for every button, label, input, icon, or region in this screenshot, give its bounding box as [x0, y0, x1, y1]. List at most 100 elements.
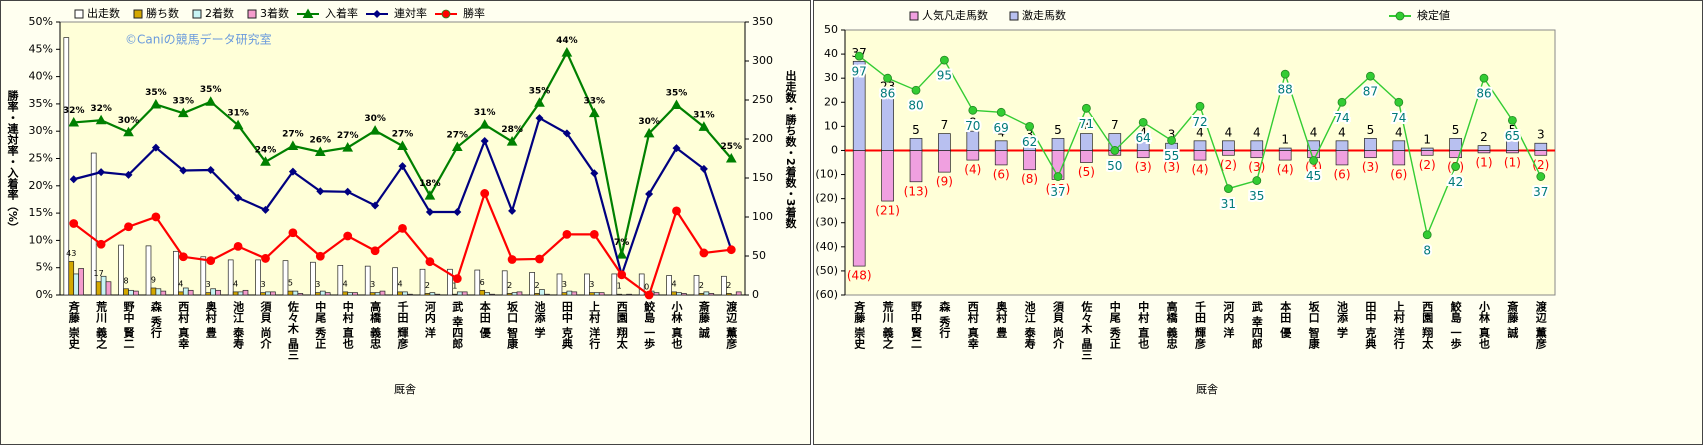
data-label: 35%	[200, 85, 222, 95]
x-tick-label: 奥村 豊	[204, 300, 218, 338]
x-tick-label: 本田 優	[478, 300, 492, 339]
bar	[484, 292, 490, 296]
x-tick-label: 西村 真幸	[177, 301, 190, 350]
bar	[693, 275, 700, 296]
data-label: 35	[1249, 189, 1264, 203]
bar	[1335, 150, 1349, 166]
bar	[852, 60, 866, 151]
data-label: (13)	[904, 184, 929, 198]
bar	[598, 292, 605, 296]
bar	[292, 290, 299, 296]
line-marker	[451, 141, 463, 152]
y-tick-label: 0	[831, 143, 838, 156]
y2-tick-label: 0	[752, 288, 759, 301]
line-marker	[69, 175, 78, 184]
bar	[419, 268, 426, 296]
x-tick-label: 渡辺 薫彦	[1534, 300, 1547, 350]
x-tick-label: 中村 直也	[341, 300, 354, 349]
y-tick-label: 40	[824, 47, 838, 60]
bar	[534, 293, 540, 296]
data-label: 27%	[447, 131, 469, 141]
bar	[319, 290, 326, 296]
bar	[424, 293, 431, 296]
bar	[429, 292, 436, 296]
x-tick-label: 荒川 義之	[881, 300, 895, 350]
bar	[994, 150, 1008, 166]
bar	[187, 289, 194, 296]
line-marker	[1451, 162, 1460, 171]
data-label: 26%	[310, 135, 332, 145]
data-label: 2	[726, 281, 731, 290]
legend-label: 検定値	[1417, 8, 1450, 22]
bar	[966, 130, 980, 151]
data-label: 17	[94, 269, 104, 278]
bar	[1534, 150, 1548, 156]
line-marker	[315, 251, 325, 261]
line-marker	[506, 136, 518, 146]
legend-swatch	[74, 9, 84, 19]
line-marker	[178, 252, 188, 262]
data-label: 65	[1505, 129, 1520, 143]
plot-area	[844, 29, 1556, 296]
x-tick-label: 西園 翔太	[615, 301, 629, 350]
line-marker	[205, 96, 217, 106]
line-marker	[698, 121, 710, 131]
line-marker	[1394, 97, 1404, 107]
data-label: 7	[1111, 118, 1119, 132]
line-marker	[616, 249, 628, 259]
data-label: 31	[1221, 197, 1236, 211]
data-label: (12)	[1046, 182, 1071, 196]
y-tick-label: 5%	[36, 261, 53, 274]
data-label: (2)	[1419, 158, 1436, 172]
line-marker	[371, 201, 380, 210]
bar	[265, 291, 271, 296]
y-tick-label: 50%	[29, 15, 53, 28]
x-axis-title: 厩舎	[1196, 383, 1218, 396]
bar	[938, 150, 951, 173]
data-label: 2	[507, 281, 512, 290]
bar	[506, 293, 513, 296]
data-label: 72	[1192, 115, 1207, 129]
data-label: 3	[589, 280, 594, 289]
legend-label: 3着数	[260, 6, 289, 20]
bar	[178, 291, 184, 296]
data-label: 7%	[614, 238, 629, 248]
y2-tick-label: 200	[752, 132, 773, 145]
line-marker	[562, 129, 571, 138]
x-tick-label: 渡辺 薫彦	[725, 300, 738, 350]
data-label: 4	[1253, 125, 1261, 139]
line-marker	[68, 116, 80, 127]
line-marker	[234, 193, 243, 202]
x-tick-label: 中尾 秀正	[314, 300, 328, 350]
x-tick-label: 武 幸四郎	[1250, 300, 1263, 350]
data-label: (4)	[1192, 163, 1209, 177]
bar	[474, 269, 481, 296]
data-label: 2	[1480, 130, 1488, 144]
bar	[616, 293, 623, 296]
x-tick-label: 上村 洋行	[1392, 300, 1406, 350]
data-label: 1	[1281, 133, 1289, 147]
data-label: 2	[699, 281, 704, 290]
data-label: 4	[1338, 125, 1346, 139]
data-label: 3	[370, 280, 375, 289]
x-tick-label: 河内 洋	[1222, 300, 1235, 339]
x-tick-label: 須貝 尚介	[1052, 300, 1066, 349]
data-label: 97	[852, 65, 867, 79]
y-tick-label: 20	[824, 95, 838, 108]
data-label: 8	[1423, 243, 1431, 257]
data-label: 69	[994, 121, 1009, 135]
bar	[227, 259, 234, 296]
bar	[539, 289, 545, 296]
data-label: 8	[969, 116, 977, 130]
bar	[566, 290, 573, 296]
x-tick-label: 鮫島 一歩	[1449, 300, 1462, 350]
data-label: 55	[1164, 149, 1179, 163]
y2-axis-title: 出走数・勝ち数・2着数・3着数	[784, 69, 798, 229]
line-marker	[69, 219, 79, 228]
x-tick-label: 須貝 尚介	[259, 300, 273, 349]
y-tick-label: (50)	[815, 264, 838, 277]
line-marker	[1167, 136, 1176, 145]
bar	[210, 288, 216, 296]
plot-area	[59, 21, 746, 296]
data-label: 37	[1050, 185, 1065, 199]
